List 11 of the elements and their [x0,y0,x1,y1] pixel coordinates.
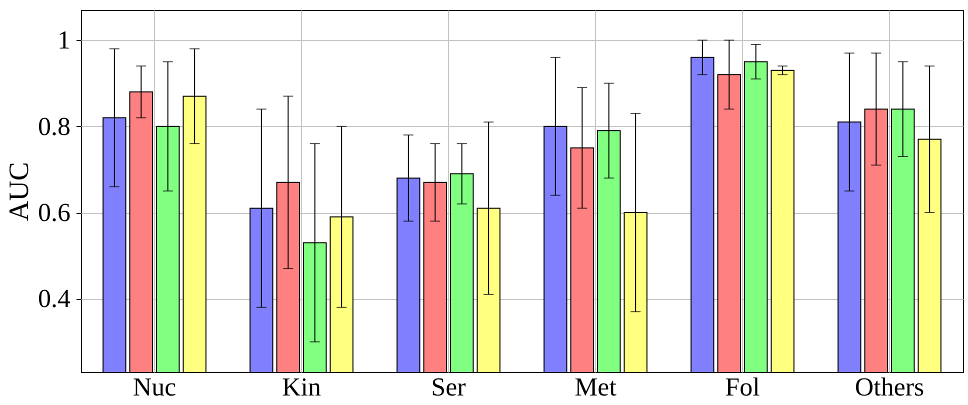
x-tick-label: Met [574,372,618,402]
x-tick-label: Nuc [132,372,176,402]
x-tick-label: Fol [725,372,760,402]
y-tick-label: 0.8 [38,112,70,141]
y-tick-label: 1 [58,26,70,55]
y-tick-label: 0.6 [38,198,70,228]
x-tick-label: Ser [431,372,466,402]
y-axis-title: AUC [4,162,35,222]
x-tick-label: Others [854,372,924,402]
y-tick-label: 0.4 [38,284,70,314]
x-tick-label: Kin [282,372,321,402]
